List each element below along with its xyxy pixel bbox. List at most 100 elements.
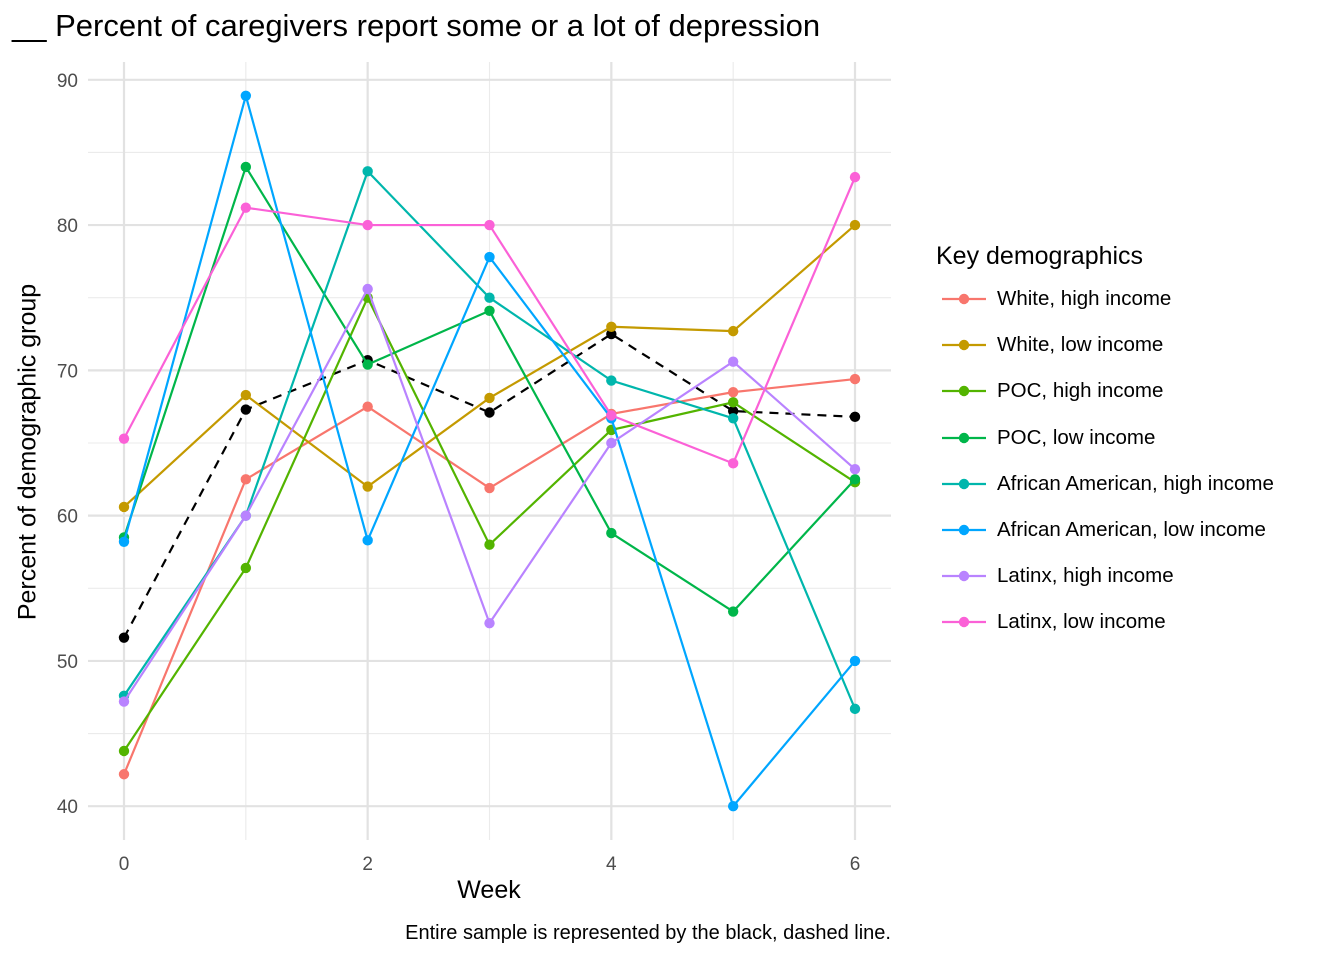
series-point-2 [118, 745, 130, 757]
series-point-4 [606, 375, 617, 386]
legend-label: POC, high income [997, 379, 1164, 403]
series-point-7 [240, 202, 252, 213]
series-point-1 [849, 219, 861, 231]
legend-key [942, 432, 986, 443]
overall-point [240, 404, 252, 415]
legend-key-point [958, 386, 970, 397]
series-point-3 [849, 474, 861, 485]
series-point-7 [484, 219, 495, 231]
series-point-0 [118, 769, 130, 780]
series-point-3 [606, 527, 617, 539]
y-tick-label: 90 [57, 71, 78, 92]
series-point-6 [118, 696, 130, 707]
series-point-4 [849, 703, 861, 715]
series-point-5 [240, 90, 252, 101]
series-point-6 [727, 356, 739, 367]
chart-title: __ Percent of caregivers report some or … [12, 8, 821, 43]
legend-label: Latinx, low income [997, 610, 1166, 634]
series-point-6 [606, 437, 617, 449]
y-axis-label: Percent of demographic group [13, 283, 42, 621]
series-point-4 [362, 166, 373, 177]
series-point-2 [240, 562, 252, 574]
series-point-7 [849, 171, 861, 183]
legend-label: Latinx, high income [997, 564, 1174, 588]
legend-label: POC, low income [997, 425, 1156, 449]
series-point-1 [606, 321, 617, 332]
overall-point [727, 405, 739, 417]
series-point-4 [484, 292, 495, 303]
legend-key-point [958, 617, 970, 628]
series-point-1 [240, 389, 252, 401]
legend-key-point [958, 293, 970, 305]
overall-point [849, 411, 861, 423]
legend-label: White, high income [997, 287, 1172, 310]
x-tick-label: 0 [119, 854, 130, 875]
series-point-7 [606, 410, 617, 421]
legend-key-point [958, 432, 970, 443]
legend-key [942, 570, 986, 582]
legend-label: White, low income [997, 333, 1164, 357]
overall-point [606, 328, 617, 340]
legend-key [942, 617, 986, 628]
series-point-3 [240, 161, 252, 173]
series-point-5 [484, 251, 495, 263]
series-point-7 [727, 458, 739, 469]
series-point-7 [118, 433, 130, 444]
legend-key [942, 478, 986, 489]
series-point-5 [118, 536, 130, 547]
series-point-6 [849, 463, 861, 475]
series-point-2 [484, 539, 495, 550]
legend-key-point [958, 570, 970, 582]
legend-key-point [958, 339, 970, 351]
series-point-3 [362, 359, 373, 370]
y-tick-label: 50 [57, 652, 78, 673]
legend-item: POC, low income [936, 426, 1155, 472]
series-point-1 [362, 481, 373, 492]
chart-caption: Entire sample is represented by the blac… [405, 922, 891, 944]
y-tick-label: 70 [57, 361, 78, 382]
series-point-0 [849, 373, 861, 385]
legend-item: POC, high income [936, 379, 1163, 425]
x-tick-label: 6 [850, 854, 861, 875]
x-tick-label: 2 [362, 854, 373, 875]
y-tick-label: 40 [57, 797, 78, 818]
series-point-1 [484, 392, 495, 404]
legend-label: African American, low income [997, 517, 1266, 541]
series-point-6 [362, 283, 373, 295]
legend-key [942, 386, 986, 397]
series-point-0 [727, 386, 739, 398]
legend-key-point [958, 478, 970, 489]
legend-item: African American, high income [936, 472, 1274, 518]
overall-point [484, 407, 495, 418]
series-point-5 [727, 801, 739, 812]
y-tick-label: 80 [57, 216, 78, 237]
series-point-5 [849, 655, 861, 667]
legend-item: African American, low income [936, 518, 1266, 564]
series-point-7 [362, 219, 373, 231]
legend-item: Latinx, high income [936, 564, 1174, 610]
series-point-2 [727, 397, 739, 408]
series-point-1 [727, 325, 739, 337]
legend-item: Latinx, low income [936, 610, 1166, 656]
legend-key [942, 524, 986, 536]
series-point-6 [240, 510, 252, 521]
legend-key [942, 293, 986, 305]
series-point-3 [727, 606, 739, 617]
overall-point [118, 632, 130, 643]
series-point-0 [362, 401, 373, 412]
series-point-5 [362, 535, 373, 546]
series-point-3 [484, 305, 495, 316]
legend-item: White, high income [936, 287, 1171, 333]
series-point-4 [727, 413, 739, 424]
series-point-6 [484, 617, 495, 629]
legend-title: Key demographics [936, 242, 1144, 270]
legend: Key demographics White, high income White… [936, 242, 1274, 657]
x-axis-label: Week [457, 876, 521, 904]
x-tick-label: 4 [606, 854, 617, 875]
legend-label: African American, high income [997, 471, 1274, 495]
series-point-0 [484, 482, 495, 494]
y-tick-label: 60 [57, 507, 78, 528]
legend-key [942, 339, 986, 351]
series-point-1 [118, 501, 130, 513]
